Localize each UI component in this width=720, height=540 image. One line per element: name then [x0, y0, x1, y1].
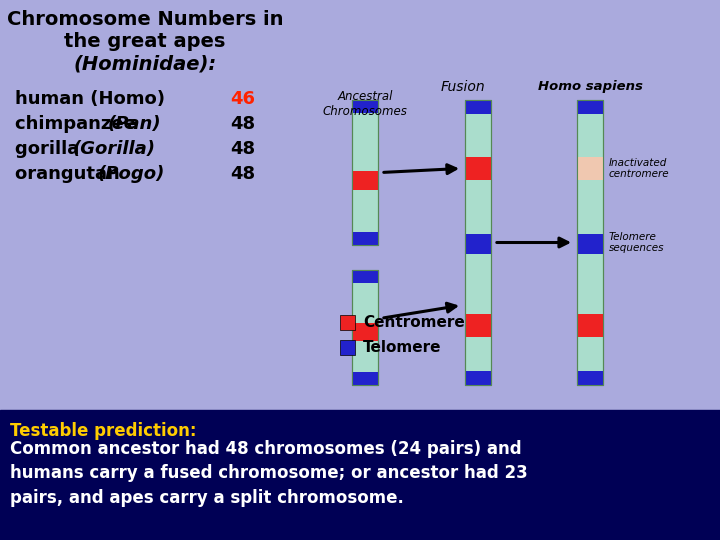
Bar: [577, 100, 603, 385]
Bar: [465, 234, 491, 254]
Text: 48: 48: [230, 140, 255, 158]
Text: the great apes: the great apes: [64, 32, 225, 51]
Bar: [352, 100, 378, 245]
Bar: [577, 157, 603, 180]
Bar: [0, 410, 720, 540]
Bar: [577, 314, 603, 336]
Text: Centromere: Centromere: [363, 315, 464, 330]
Bar: [352, 270, 378, 385]
Text: gorilla: gorilla: [15, 140, 86, 158]
Text: human (Homo): human (Homo): [15, 90, 165, 108]
Bar: [577, 234, 603, 254]
Text: 48: 48: [230, 165, 255, 183]
Bar: [465, 157, 491, 180]
Text: Fusion: Fusion: [441, 80, 485, 94]
Text: Inactivated
centromere: Inactivated centromere: [609, 158, 670, 179]
Text: Common ancestor had 48 chromosomes (24 pairs) and
humans carry a fused chromosom: Common ancestor had 48 chromosomes (24 p…: [10, 440, 528, 507]
Bar: [352, 100, 378, 245]
Text: 48: 48: [230, 115, 255, 133]
Text: (Gorilla): (Gorilla): [73, 140, 156, 158]
Bar: [577, 100, 603, 114]
Bar: [465, 314, 491, 336]
Text: Homo sapiens: Homo sapiens: [538, 80, 642, 93]
Bar: [465, 100, 491, 385]
Text: orangutan: orangutan: [15, 165, 126, 183]
Text: (Pan): (Pan): [108, 115, 161, 133]
Bar: [465, 100, 491, 385]
Bar: [352, 270, 378, 385]
Bar: [352, 232, 378, 245]
Bar: [340, 340, 355, 355]
Text: (Pogo): (Pogo): [98, 165, 166, 183]
Bar: [340, 315, 355, 330]
Text: (Hominidae):: (Hominidae):: [73, 54, 217, 73]
Text: Testable prediction:: Testable prediction:: [10, 422, 197, 440]
Text: Telomere
sequences: Telomere sequences: [609, 232, 665, 253]
Text: chimpanzee: chimpanzee: [15, 115, 142, 133]
Text: Chromosome Numbers in: Chromosome Numbers in: [6, 10, 283, 29]
Text: Ancestral
Chromosomes: Ancestral Chromosomes: [323, 90, 408, 118]
Bar: [577, 100, 603, 385]
Bar: [352, 100, 378, 113]
Bar: [352, 373, 378, 385]
Bar: [352, 171, 378, 190]
Bar: [465, 371, 491, 385]
Text: Telomere: Telomere: [363, 340, 441, 355]
Text: 46: 46: [230, 90, 255, 108]
Bar: [352, 270, 378, 282]
Bar: [352, 323, 378, 341]
Bar: [577, 371, 603, 385]
Bar: [465, 100, 491, 114]
